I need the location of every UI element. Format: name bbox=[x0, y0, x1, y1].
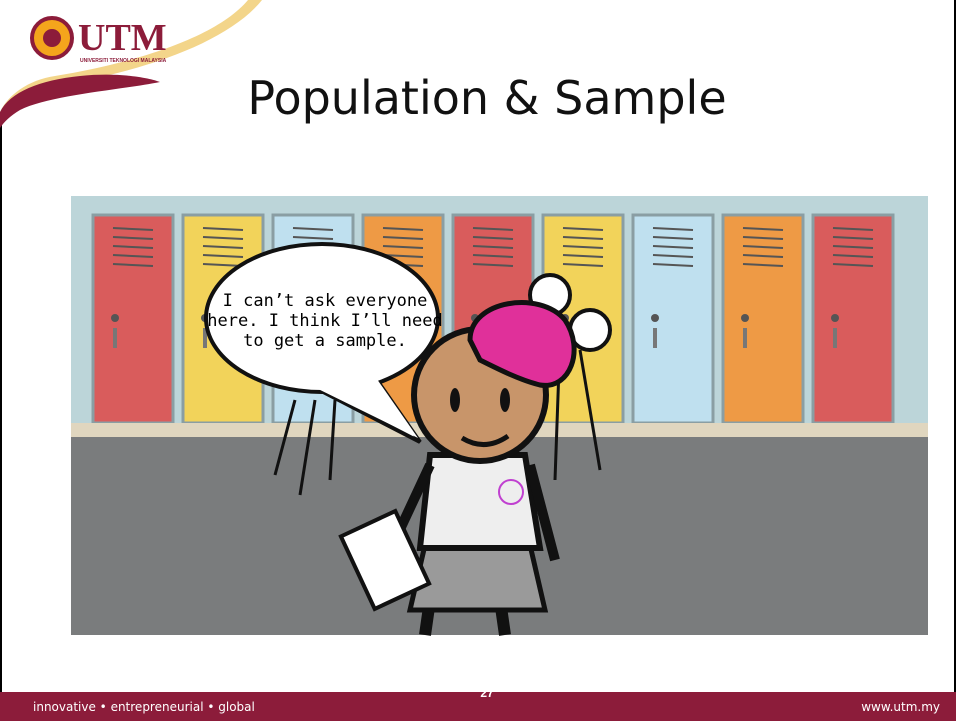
page-number: 27 bbox=[480, 686, 494, 700]
bubble-line: here. I think I’ll need bbox=[207, 311, 442, 331]
logo-subtitle: UNIVERSITI TEKNOLOGI MALAYSIA bbox=[80, 58, 167, 64]
locker-lock bbox=[111, 314, 119, 322]
locker-handle bbox=[833, 328, 837, 348]
locker-handle bbox=[113, 328, 117, 348]
eye bbox=[500, 388, 510, 412]
locker-lock bbox=[831, 314, 839, 322]
footer-url: www.utm.my bbox=[861, 700, 940, 714]
logo-name: UTM bbox=[78, 17, 167, 59]
locker-lock bbox=[741, 314, 749, 322]
bubble-line: I can’t ask everyone bbox=[223, 291, 428, 311]
bubble-line: to get a sample. bbox=[243, 331, 407, 351]
eye bbox=[450, 388, 460, 412]
slide: UTM UNIVERSITI TEKNOLOGI MALAYSIA Popula… bbox=[0, 0, 956, 721]
locker-handle bbox=[743, 328, 747, 348]
shirt bbox=[420, 455, 540, 548]
locker-lock bbox=[651, 314, 659, 322]
illustration: I can’t ask everyone here. I think I’ll … bbox=[71, 196, 928, 635]
slide-title: Population & Sample bbox=[247, 71, 726, 125]
footer-tagline: innovative • entrepreneurial • global bbox=[33, 700, 255, 714]
locker-handle bbox=[653, 328, 657, 348]
skirt bbox=[410, 545, 545, 610]
logo-emblem-core bbox=[43, 29, 61, 47]
